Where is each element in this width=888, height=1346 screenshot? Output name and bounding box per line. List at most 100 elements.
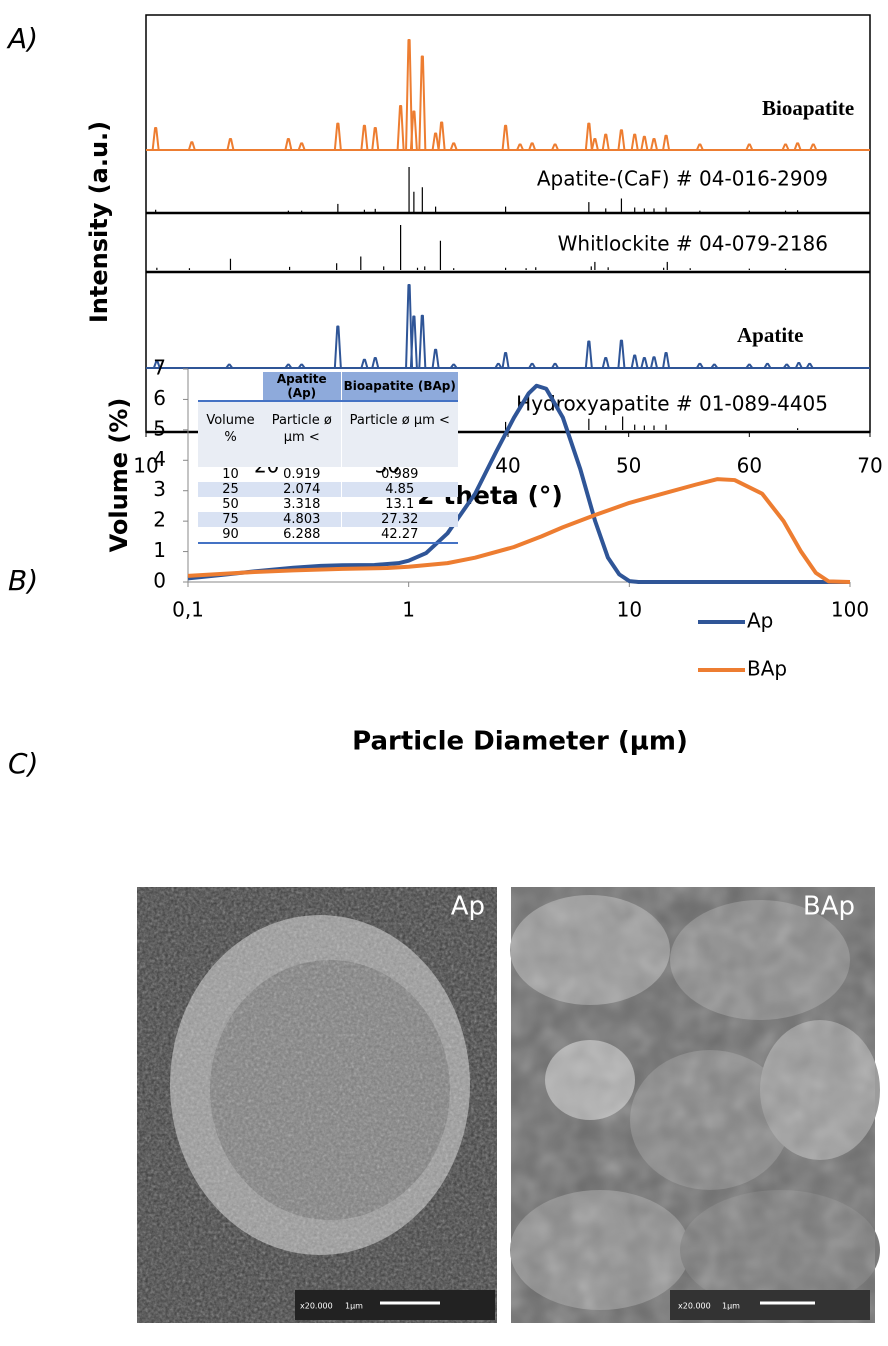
pattern-label: Apatite	[737, 323, 804, 347]
x-axis-label: Particle Diameter (µm)	[352, 727, 688, 757]
peak	[405, 39, 414, 151]
y-tick-label: 0	[153, 569, 166, 593]
peak	[409, 315, 418, 369]
x-tick-label: 10	[617, 598, 642, 622]
pattern-label: Apatite-(CaF) # 04-016-2909	[537, 167, 828, 191]
peak	[501, 352, 510, 369]
table-row: 50 3.318 13.1	[198, 497, 458, 512]
peak	[601, 133, 610, 151]
peak	[297, 142, 306, 151]
panel-label: C)	[8, 747, 38, 780]
peak	[501, 124, 510, 151]
x-tick-label: 40	[495, 454, 520, 478]
scale-text: 1µm	[345, 1302, 363, 1311]
table-cell: 10	[222, 467, 239, 482]
peak	[782, 363, 791, 369]
peak	[437, 121, 446, 151]
peak	[650, 138, 658, 151]
table-cell: 3.318	[283, 497, 321, 512]
peak	[431, 132, 440, 151]
peak	[418, 55, 427, 151]
x-tick-label: 10	[133, 454, 158, 478]
table-cell: 0.919	[283, 467, 321, 482]
peak	[745, 363, 754, 369]
table-cell: 50	[222, 497, 239, 512]
peak	[794, 362, 803, 369]
table-cell: Volume %	[198, 401, 263, 467]
table-cell: 90	[222, 527, 239, 542]
x-tick-label: 100	[831, 598, 869, 622]
sem-image	[510, 887, 880, 1323]
peak	[630, 354, 639, 369]
peak	[225, 363, 234, 369]
peak	[360, 124, 369, 151]
peak	[805, 362, 814, 369]
table-row: 90 6.288 42.27	[198, 527, 458, 543]
peak	[793, 142, 802, 151]
table-row: 75 4.803 27.32	[198, 512, 458, 527]
psd-table: Apatite (Ap) Bioapatite (BAp) Volume % Part…	[198, 372, 458, 544]
peak	[371, 127, 380, 151]
y-tick-label: 6	[153, 386, 166, 410]
x-tick-label: 60	[737, 454, 762, 478]
magnification: x20.000	[300, 1302, 333, 1311]
table-cell: Bioapatite (BAp)	[340, 372, 458, 401]
peak	[528, 142, 537, 151]
peak	[494, 362, 503, 369]
peak	[528, 362, 536, 369]
x-tick-label: 1	[402, 598, 415, 622]
peak	[151, 127, 160, 151]
pattern-label: Bioapatite	[762, 96, 854, 120]
table-row: 10 0.919 0.989	[198, 467, 458, 482]
peak	[584, 122, 593, 151]
peak	[431, 348, 440, 369]
table-cell: Particle ø µm <	[340, 401, 458, 467]
peak	[187, 141, 196, 151]
peak	[449, 363, 458, 369]
table-cell: 42.27	[340, 527, 458, 543]
table-cell: 0.989	[340, 467, 458, 482]
peak	[418, 314, 427, 369]
peak	[617, 339, 626, 369]
peak	[226, 138, 235, 151]
series-line	[187, 477, 851, 584]
y-axis-label: Volume (%)	[105, 398, 133, 553]
table-cell: 4.803	[263, 512, 341, 527]
peak	[662, 134, 671, 151]
peak	[284, 363, 293, 369]
panel-label: A)	[6, 22, 38, 55]
table-cell: 2.074	[263, 482, 341, 497]
y-tick-label: 4	[153, 447, 166, 471]
pattern-label: Hydroxyapatite # 01-089-4405	[516, 392, 828, 416]
peak	[650, 356, 658, 369]
scale-text: 1µm	[722, 1302, 740, 1311]
image-label: Ap	[451, 892, 485, 922]
peak	[152, 360, 161, 369]
peak	[405, 284, 414, 369]
table-cell: 6.288	[283, 527, 321, 542]
image-label: BAp	[803, 892, 855, 922]
table-cell: 75	[198, 512, 263, 527]
x-tick-label: 0,1	[172, 598, 204, 622]
table-row: Volume % Particle ø µm < Particle ø µm <	[198, 401, 458, 467]
y-tick-label: 3	[153, 477, 166, 501]
peak	[710, 363, 719, 369]
peak	[360, 358, 369, 369]
peak	[333, 325, 342, 369]
peak	[695, 362, 704, 369]
y-tick-label: 1	[153, 538, 166, 562]
peak	[763, 362, 772, 369]
table-row: 25 2.074 4.85	[198, 482, 458, 497]
table-cell	[198, 372, 263, 401]
table-row: Apatite (Ap) Bioapatite (BAp)	[198, 372, 458, 401]
peak	[516, 143, 524, 151]
peak	[396, 105, 405, 151]
peak	[551, 143, 559, 151]
table-cell: Particle ø µm <	[263, 401, 341, 467]
peak	[640, 135, 649, 151]
table-cell: 13.1	[340, 497, 458, 512]
series-line	[187, 383, 850, 584]
table-cell: 27.32	[340, 512, 458, 527]
